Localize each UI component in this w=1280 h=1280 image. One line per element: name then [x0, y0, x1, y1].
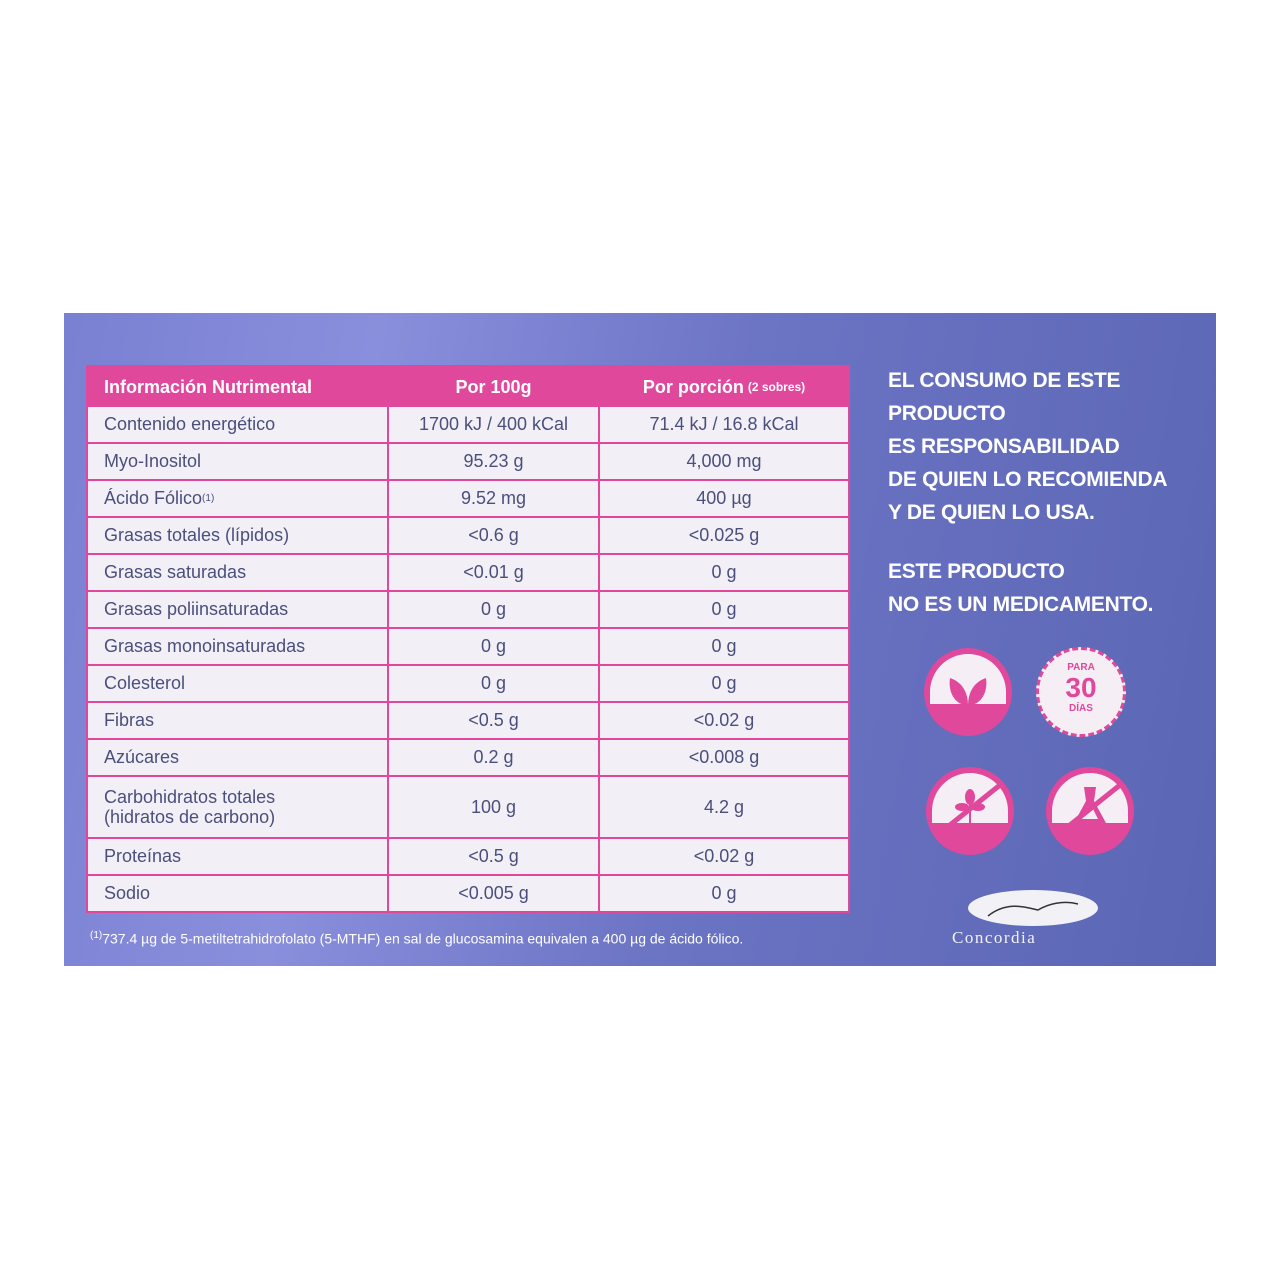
cell-per-portion: 0 g [600, 592, 848, 627]
nutrient-name: Sodio [104, 883, 151, 903]
cell-per-portion: 4,000 mg [600, 444, 848, 479]
footnote-text: 737.4 µg de 5-metiltetrahidrofolato (5-M… [102, 930, 744, 947]
days-number: 30 [1065, 672, 1097, 703]
nutrient-name: Grasas saturadas [104, 562, 247, 582]
side-text: EL CONSUMO DE ESTE PRODUCTO ES RESPONSAB… [888, 364, 1168, 647]
cell-per-100g: 0.2 g [389, 740, 598, 775]
cell-per-portion: 0 g [600, 629, 848, 664]
cell-nutrient: Grasas totales (lípidos) [88, 518, 387, 553]
cell-per-100g: <0.005 g [389, 876, 598, 911]
cell-per-100g: <0.01 g [389, 555, 598, 590]
table-row: Azúcares 0.2 g <0.008 g [88, 740, 848, 775]
cell-nutrient: Grasas saturadas [88, 555, 387, 590]
cell-per-portion: <0.02 g [600, 703, 848, 738]
table-row: Ácido Fólico (1) 9.52 mg 400 µg [88, 481, 848, 516]
table-row: Grasas monoinsaturadas 0 g 0 g [88, 629, 848, 664]
warning-text: EL CONSUMO DE ESTE PRODUCTO ES RESPONSAB… [888, 364, 1168, 529]
table-header: Información Nutrimental Por 100g Por por… [88, 367, 848, 407]
nutrient-name: Colesterol [104, 673, 186, 693]
header-per-100g: Por 100g [389, 367, 598, 407]
cell-per-100g: <0.5 g [389, 839, 598, 874]
gluten-free-icon [926, 767, 1014, 855]
table-row: Grasas totales (lípidos) <0.6 g <0.025 g [88, 518, 848, 553]
cell-nutrient: Fibras [88, 703, 387, 738]
cell-per-100g: <0.5 g [389, 703, 598, 738]
table-row: Colesterol 0 g 0 g [88, 666, 848, 701]
warning-line: Y DE QUIEN LO USA. [888, 501, 1095, 524]
notice-text: ESTE PRODUCTO NO ES UN MEDICAMENTO. [888, 555, 1167, 621]
table-row: Myo-Inositol 95.23 g 4,000 mg [88, 444, 848, 479]
table-row: Fibras <0.5 g <0.02 g [88, 703, 848, 738]
cell-per-portion: <0.025 g [600, 518, 848, 553]
nutrient-name: Fibras [104, 710, 155, 730]
cell-nutrient: Azúcares [88, 740, 387, 775]
cell-nutrient: Ácido Fólico (1) [88, 481, 387, 516]
cell-nutrient: Myo-Inositol [88, 444, 387, 479]
cell-per-100g: 9.52 mg [389, 481, 598, 516]
brand-name: Concordia [952, 928, 1037, 947]
warning-line: DE QUIEN LO RECOMIENDA [888, 468, 1168, 491]
cell-per-100g: <0.6 g [389, 518, 598, 553]
cell-per-100g: 0 g [389, 666, 598, 701]
nutrient-name: Myo-Inositol [104, 451, 202, 471]
warning-line: ES RESPONSABILIDAD [888, 435, 1120, 458]
footnote: (1)737.4 µg de 5-metiltetrahidrofolato (… [90, 930, 743, 947]
notice-line: NO ES UN MEDICAMENTO. [888, 593, 1154, 616]
cell-per-100g: 0 g [389, 629, 598, 664]
30-days-badge: PARA 30 DÍAS [1036, 647, 1126, 737]
notice-line: ESTE PRODUCTO [888, 560, 1065, 583]
cell-per-100g: 0 g [389, 592, 598, 627]
warning-line: PRODUCTO [888, 402, 1006, 425]
nutrition-table: Información Nutrimental Por 100g Por por… [86, 365, 850, 913]
cell-nutrient: Grasas monoinsaturadas [88, 629, 387, 664]
table-row: Carbohidratos totales (hidratos de carbon… [88, 777, 848, 837]
table-row: Grasas saturadas <0.01 g 0 g [88, 555, 848, 590]
header-portion-label: Por porción [642, 376, 744, 397]
cell-per-portion: 400 µg [600, 481, 848, 516]
nutrient-name: Grasas totales (lípidos) [104, 525, 290, 545]
cell-per-portion: <0.008 g [600, 740, 848, 775]
nutrient-name: Grasas poliinsaturadas [104, 599, 289, 619]
cell-per-portion: 0 g [600, 666, 848, 701]
nutrient-name: Grasas monoinsaturadas [104, 636, 306, 656]
brand-logo [968, 890, 1098, 926]
nutrient-name: Carbohidratos totales [104, 787, 276, 807]
footnote-ref: (1) [202, 493, 215, 504]
nutrient-subname: (hidratos de carbono) [104, 807, 276, 827]
cell-per-100g: 95.23 g [389, 444, 598, 479]
days-top: PARA [1067, 662, 1095, 673]
cell-nutrient: Proteínas [88, 839, 387, 874]
nutrient-name: Ácido Fólico [104, 488, 203, 508]
table-row: Proteínas <0.5 g <0.02 g [88, 839, 848, 874]
nutrient-name: Azúcares [104, 747, 180, 767]
leaves-icon [924, 648, 1012, 736]
cell-nutrient: Grasas poliinsaturadas [88, 592, 387, 627]
table-row: Contenido energético 1700 kJ / 400 kCal … [88, 407, 848, 442]
warning-line: EL CONSUMO DE ESTE [888, 369, 1121, 392]
cell-nutrient: Carbohidratos totales (hidratos de carbon… [88, 777, 387, 837]
cell-per-portion: 71.4 kJ / 16.8 kCal [600, 407, 848, 442]
footnote-mark: (1) [90, 930, 103, 941]
cell-per-portion: <0.02 g [600, 839, 848, 874]
header-portion-note: (2 sobres) [747, 380, 806, 394]
cell-per-portion: 0 g [600, 555, 848, 590]
days-bottom: DÍAS [1069, 703, 1093, 714]
no-lab-flask-icon [1046, 767, 1134, 855]
cell-per-portion: 0 g [600, 876, 848, 911]
cell-per-portion: 4.2 g [600, 777, 848, 837]
header-nutrient: Información Nutrimental [88, 367, 387, 407]
cell-nutrient: Sodio [88, 876, 387, 911]
nutrient-name: Contenido energético [104, 414, 276, 434]
cell-per-100g: 100 g [389, 777, 598, 837]
cell-per-100g: 1700 kJ / 400 kCal [389, 407, 598, 442]
table-row: Grasas poliinsaturadas 0 g 0 g [88, 592, 848, 627]
cell-nutrient: Contenido energético [88, 407, 387, 442]
cell-nutrient: Colesterol [88, 666, 387, 701]
nutrient-name: Proteínas [104, 846, 182, 866]
table-row: Sodio <0.005 g 0 g [88, 876, 848, 911]
header-per-portion: Por porción (2 sobres) [600, 367, 848, 407]
